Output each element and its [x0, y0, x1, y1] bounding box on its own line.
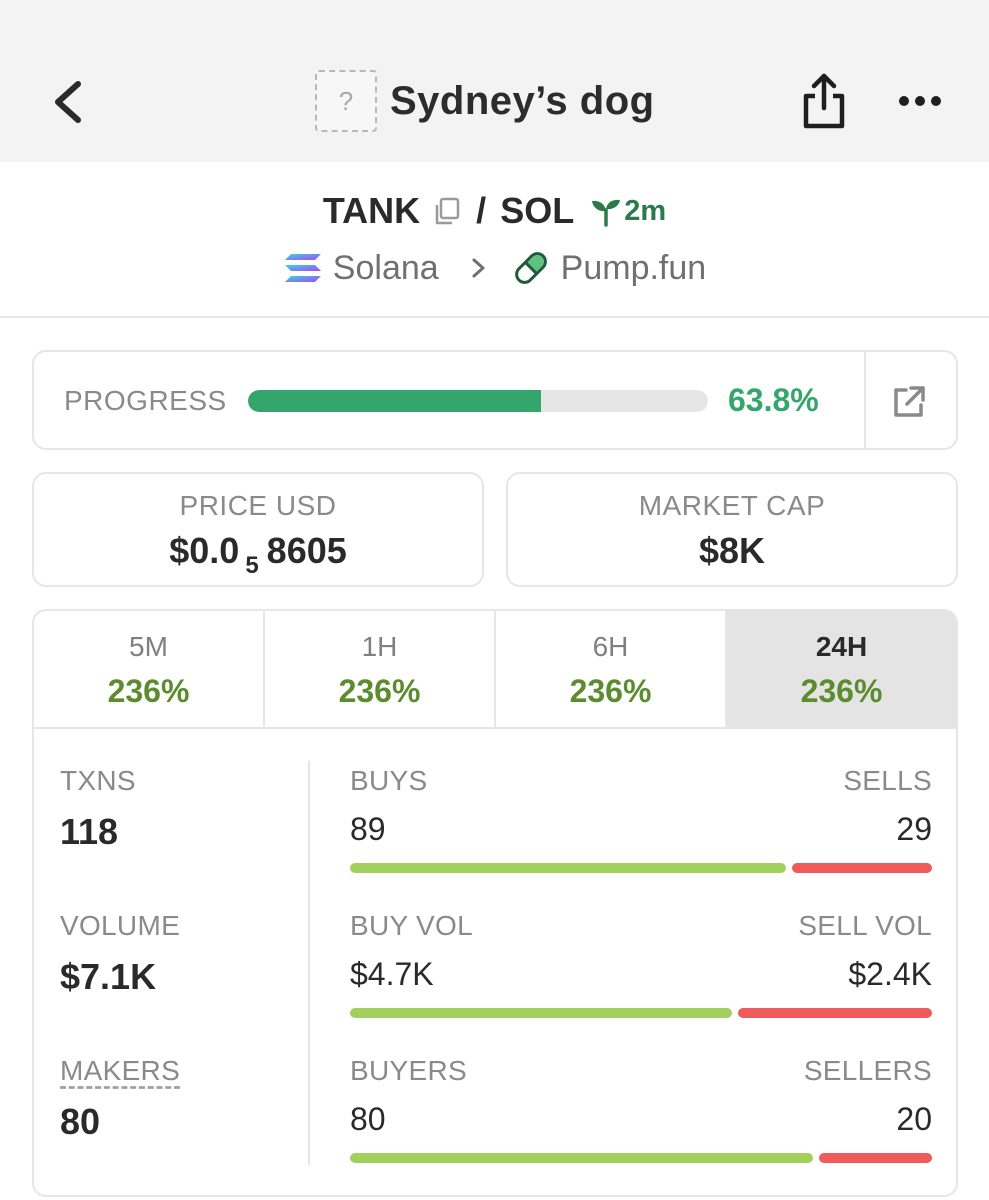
- txns-label: TXNS: [60, 765, 136, 796]
- quote-token-symbol: SOL: [500, 190, 575, 231]
- price-zero-count: 5: [245, 552, 259, 579]
- pair-header: TANK / SOL 2m: [0, 186, 989, 236]
- pill-icon: [514, 252, 547, 284]
- buys-sells-bar: [350, 863, 932, 873]
- sellers-bar-segment: [818, 1153, 932, 1163]
- progress-bar-fill: [248, 390, 542, 412]
- external-link-icon: [894, 386, 925, 417]
- tab-6h[interactable]: 6H 236%: [496, 611, 727, 727]
- base-token-symbol: TANK: [322, 190, 421, 231]
- market-cap-value: $8K: [698, 530, 766, 571]
- section-divider: [0, 316, 989, 318]
- sells-value: 29: [896, 811, 932, 847]
- tab-change: 236%: [107, 673, 190, 709]
- buy-vol-bar-segment: [350, 1008, 733, 1018]
- buys-sells-breakdown: BUYS SELLS 89 29: [350, 765, 932, 873]
- timeframe-tabs: 5M 236% 1H 236% 6H 236% 24H 236%: [34, 611, 956, 729]
- chevron-right-icon: [472, 258, 485, 278]
- volume-breakdown: BUY VOL SELL VOL $4.7K $2.4K: [350, 910, 932, 1018]
- market-cap-label: MARKET CAP: [638, 490, 826, 521]
- sell-vol-bar-segment: [738, 1008, 932, 1018]
- top-bar: ? Sydney’s dog: [0, 0, 989, 162]
- share-button[interactable]: [800, 70, 848, 132]
- open-external-button[interactable]: [889, 382, 929, 422]
- sells-label: SELLS: [843, 765, 932, 796]
- makers-label[interactable]: MAKERS: [60, 1055, 181, 1086]
- buyers-label: BUYERS: [350, 1055, 467, 1086]
- progress-label: PROGRESS: [64, 385, 227, 416]
- bonding-progress-card: PROGRESS 63.8%: [32, 350, 958, 450]
- sell-vol-value: $2.4K: [848, 956, 932, 992]
- volume-stat: VOLUME $7.1K: [60, 910, 180, 998]
- progress-value: 63.8%: [728, 382, 819, 418]
- sellers-value: 20: [896, 1101, 932, 1137]
- makers-value: 80: [60, 1101, 101, 1142]
- sprout-icon: [592, 199, 621, 227]
- tab-change: 236%: [800, 673, 883, 709]
- progress-divider: [864, 352, 866, 448]
- tab-label: 5M: [129, 631, 168, 662]
- buyers-bar-segment: [350, 1153, 813, 1163]
- chain-breadcrumb: Solana Pump.fun: [0, 244, 989, 292]
- tab-5m[interactable]: 5M 236%: [34, 611, 265, 727]
- tab-label: 24H: [815, 631, 868, 662]
- tab-label: 1H: [361, 631, 398, 662]
- price-usd-card: PRICE USD $0.0 5 8605: [32, 472, 484, 587]
- dex-link[interactable]: Pump.fun: [560, 248, 707, 287]
- chain-link[interactable]: Solana: [332, 248, 439, 287]
- totals-column: TXNS 118 VOLUME $7.1K MAKERS 80: [34, 729, 308, 1195]
- back-button[interactable]: [48, 78, 88, 126]
- price-usd-label: PRICE USD: [179, 490, 337, 521]
- volume-value: $7.1K: [60, 956, 157, 997]
- tab-change: 236%: [338, 673, 421, 709]
- sell-vol-label: SELL VOL: [798, 910, 932, 941]
- price-prefix: $0.0: [169, 530, 240, 571]
- tab-1h[interactable]: 1H 236%: [265, 611, 496, 727]
- placeholder-question-mark: ?: [338, 85, 354, 116]
- trading-stats-card: 5M 236% 1H 236% 6H 236% 24H 236% TXNS 11…: [32, 609, 958, 1197]
- txns-stat: TXNS 118: [60, 765, 136, 853]
- buys-bar-segment: [350, 863, 786, 873]
- page-title: Sydney’s dog: [390, 78, 655, 123]
- volume-bar: [350, 1008, 932, 1018]
- solana-logo-icon: [284, 254, 321, 282]
- price-digits: 8605: [266, 530, 347, 571]
- buys-value: 89: [350, 811, 386, 847]
- pair-age: 2m: [624, 194, 667, 227]
- traders-bar: [350, 1153, 932, 1163]
- share-icon: [803, 73, 845, 129]
- buyers-value: 80: [350, 1101, 386, 1137]
- buys-label: BUYS: [350, 765, 428, 796]
- market-cap-card: MARKET CAP $8K: [506, 472, 958, 587]
- volume-label: VOLUME: [60, 910, 181, 941]
- sells-bar-segment: [791, 863, 932, 873]
- title-group: ? Sydney’s dog: [315, 70, 655, 132]
- more-options-button[interactable]: [896, 86, 944, 116]
- column-divider: [308, 761, 310, 1165]
- price-usd-value: $0.0 5 8605: [34, 530, 482, 580]
- buy-vol-label: BUY VOL: [350, 910, 473, 941]
- buy-vol-value: $4.7K: [350, 956, 434, 992]
- pair-separator: /: [476, 190, 487, 231]
- tab-change: 236%: [569, 673, 652, 709]
- makers-stat: MAKERS 80: [60, 1055, 180, 1143]
- more-icon: [899, 96, 941, 106]
- sellers-label: SELLERS: [803, 1055, 932, 1086]
- traders-breakdown: BUYERS SELLERS 80 20: [350, 1055, 932, 1163]
- tab-24h[interactable]: 24H 236%: [727, 611, 956, 727]
- back-arrow-icon: [55, 81, 81, 123]
- tab-label: 6H: [592, 631, 629, 662]
- txns-value: 118: [60, 811, 119, 852]
- copy-icon[interactable]: [432, 196, 462, 226]
- token-image-placeholder: ?: [315, 70, 377, 132]
- progress-bar: [248, 390, 708, 412]
